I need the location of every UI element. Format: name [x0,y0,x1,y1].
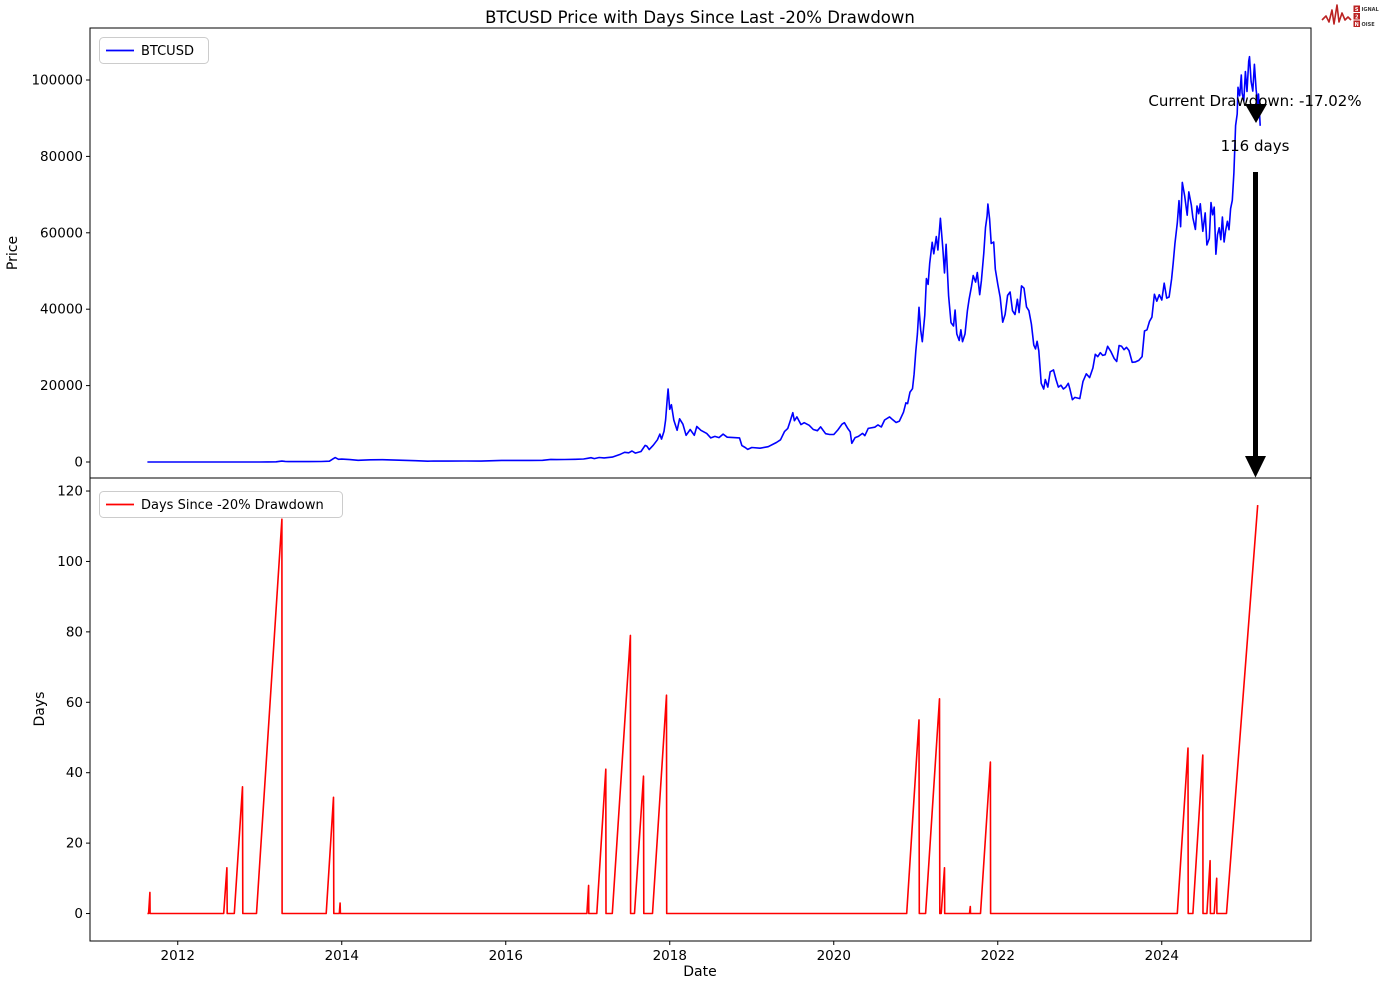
svg-text:100: 100 [57,554,83,570]
svg-text:0: 0 [74,906,83,922]
chart-title: BTCUSD Price with Days Since Last -20% D… [485,8,915,27]
days-legend: Days Since -20% Drawdown [99,491,343,518]
logo-text: S IGNAL 2 N OISE [1353,5,1380,28]
days-y-axis-label: Days [32,692,48,727]
svg-text:100000: 100000 [31,72,83,88]
drawdown-days-line [147,505,1259,915]
svg-text:120: 120 [57,484,83,500]
svg-text:2012: 2012 [161,948,195,964]
days-plot-area [89,477,1312,942]
btcusd-price-line [147,55,1261,463]
price-plot-area [89,27,1312,479]
logo-word-oise: OISE [1362,22,1376,28]
svg-text:2018: 2018 [653,948,687,964]
svg-text:60: 60 [66,695,83,711]
svg-text:0: 0 [74,455,83,471]
logo-word-ignal: IGNAL [1362,7,1380,13]
logo-box-n [1353,20,1360,27]
price-legend: BTCUSD [99,37,209,64]
annotation-current-drawdown: Current Drawdown: -17.02% 116 days [1148,92,1362,478]
svg-text:80: 80 [66,624,83,640]
svg-text:2016: 2016 [489,948,523,964]
price-y-axis-label: Price [5,236,21,270]
days-ytick-group: 0 20 40 60 80 100 120 [57,484,90,922]
date-x-axis-label: Date [683,964,716,980]
days-arrow-head-icon [1245,456,1266,478]
price-legend-box [99,37,209,64]
svg-text:60000: 60000 [40,225,83,241]
logo-box-2 [1353,13,1360,20]
days-legend-box [99,491,343,518]
svg-text:20: 20 [66,836,83,852]
svg-text:2024: 2024 [1145,948,1179,964]
logo-letter-n: N [1355,22,1359,28]
drawdown-arrow-head-icon [1245,104,1267,123]
svg-text:2022: 2022 [981,948,1015,964]
svg-text:20000: 20000 [40,378,83,394]
price-legend-label: BTCUSD [141,44,194,59]
current-drawdown-label: Current Drawdown: -17.02% [1148,92,1361,110]
days-since-label: 116 days [1221,137,1290,155]
date-xtick-group: 2012 2014 2016 2018 2020 2022 2024 [161,941,1179,964]
svg-text:80000: 80000 [40,149,83,165]
svg-text:40: 40 [66,765,83,781]
svg-text:2014: 2014 [325,948,359,964]
logo-digit-2: 2 [1355,14,1359,20]
svg-text:40000: 40000 [40,302,83,318]
price-axes: 0 20000 40000 60000 80000 100000 Price Curren… [5,27,1362,479]
svg-text:2020: 2020 [817,948,851,964]
days-legend-label: Days Since -20% Drawdown [141,498,324,513]
price-ytick-group: 0 20000 40000 60000 80000 100000 [31,72,90,471]
logo-waveform-icon [1321,4,1352,25]
logo-letter-s: S [1355,7,1359,13]
logo-box-s [1353,5,1360,12]
logo: S IGNAL 2 N OISE [1321,4,1380,28]
days-axes: 0 20 40 60 80 100 120 2012 2014 2016 2018 2020 2022… [32,477,1312,980]
